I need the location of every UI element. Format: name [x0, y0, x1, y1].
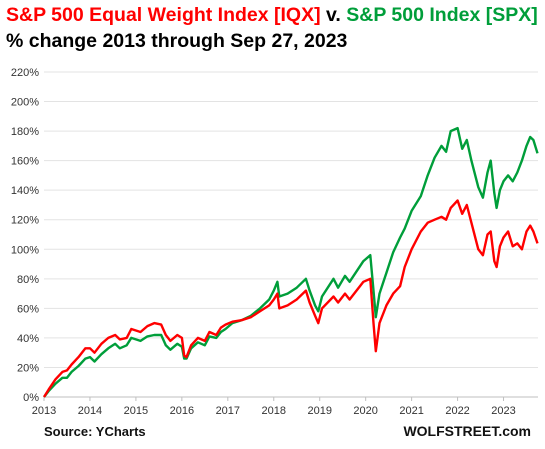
y-tick-label: 200%	[11, 97, 39, 109]
y-tick-label: 140%	[11, 185, 39, 197]
x-tick-label: 2017	[216, 405, 240, 417]
x-tick-label: 2016	[170, 405, 194, 417]
title-iqx: S&P 500 Equal Weight Index [IQX]	[6, 4, 321, 26]
y-tick-label: 220%	[11, 67, 39, 79]
x-tick-label: 2015	[124, 405, 148, 417]
y-tick-label: 160%	[11, 156, 39, 168]
series-line-spx	[43, 126, 539, 398]
y-tick-label: 40%	[17, 333, 39, 345]
y-tick-label: 80%	[17, 274, 39, 286]
x-tick-label: 2014	[78, 405, 102, 417]
y-tick-label: 180%	[11, 126, 39, 138]
title-sep: v.	[320, 4, 347, 26]
source-note: Source: YCharts	[44, 424, 146, 439]
chart-title: S&P 500 Equal Weight Index [IQX] v. S&P …	[6, 2, 545, 28]
x-tick-label: 2020	[353, 405, 377, 417]
x-tick-label: 2021	[399, 405, 423, 417]
brand-label: WOLFSTREET.com	[403, 423, 531, 439]
chart-subtitle: % change 2013 through Sep 27, 2023	[6, 30, 348, 52]
y-tick-label: 100%	[11, 244, 39, 256]
y-tick-label: 120%	[11, 215, 39, 227]
y-tick-label: 0%	[23, 392, 39, 404]
y-tick-label: 20%	[17, 362, 39, 374]
x-tick-label: 2023	[491, 405, 515, 417]
title-spx: S&P 500 Index [SPX]	[346, 4, 538, 26]
y-tick-label: 60%	[17, 303, 39, 315]
series-line-iqx	[42, 199, 539, 398]
x-tick-label: 2013	[32, 405, 56, 417]
x-tick-label: 2022	[445, 405, 469, 417]
x-tick-label: 2019	[307, 405, 331, 417]
x-tick-label: 2018	[262, 405, 286, 417]
